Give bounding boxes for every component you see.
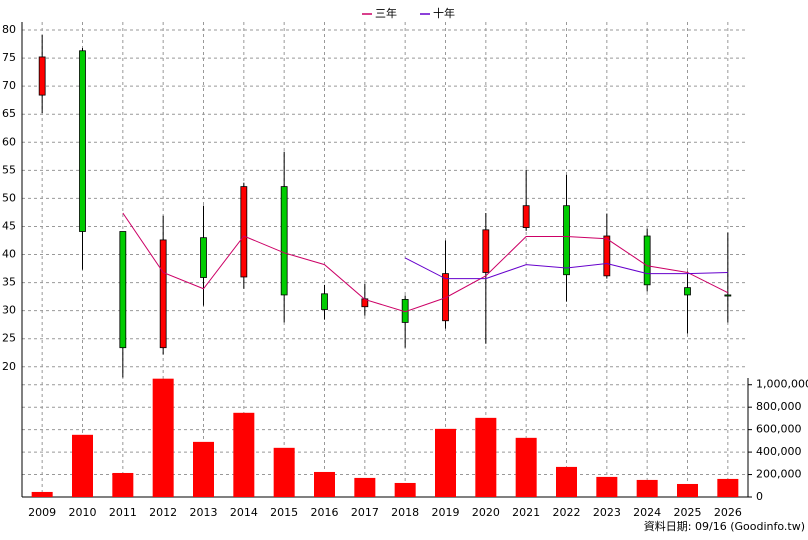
x-tick-label: 2009	[28, 506, 56, 519]
y2-tick-label: 0	[756, 490, 763, 503]
y-tick-label: 35	[2, 276, 16, 289]
volume-bar	[515, 437, 537, 497]
volume-bar	[112, 472, 134, 497]
candle-body	[563, 205, 570, 276]
volume-bar	[152, 378, 174, 497]
candle-body	[119, 231, 127, 349]
x-tick-label: 2010	[69, 506, 97, 519]
x-tick-label: 2024	[633, 506, 661, 519]
x-tick-label: 2016	[311, 506, 339, 519]
x-tick-label: 2013	[190, 506, 218, 519]
candle-body	[522, 205, 530, 228]
ma-line	[404, 257, 728, 280]
x-tick-label: 2017	[351, 506, 379, 519]
volume-bar	[31, 491, 53, 497]
volume-bar	[475, 417, 497, 497]
y2-tick-label: 600,000	[756, 423, 802, 436]
x-tick-label: 2026	[714, 506, 742, 519]
volume-bar	[636, 479, 658, 497]
y-tick-label: 65	[2, 107, 16, 120]
y-tick-label: 80	[2, 23, 16, 36]
y-tick-label: 20	[2, 360, 16, 373]
y-tick-label: 40	[2, 248, 16, 261]
volume-bar	[717, 478, 739, 497]
x-tick-label: 2025	[674, 506, 702, 519]
x-tick-label: 2021	[512, 506, 540, 519]
y-tick-label: 75	[2, 51, 16, 64]
x-tick-label: 2022	[553, 506, 581, 519]
y-tick-label: 55	[2, 163, 16, 176]
candle-body	[200, 237, 207, 278]
volume-bar	[677, 483, 698, 497]
x-tick-label: 2015	[270, 506, 298, 519]
volume-bar	[435, 428, 456, 497]
x-tick-label: 2011	[109, 506, 137, 519]
candle-body	[38, 56, 46, 96]
volume-bar	[233, 412, 255, 497]
y-tick-label: 70	[2, 79, 16, 92]
candle-body	[724, 294, 732, 297]
x-tick-label: 2020	[472, 506, 500, 519]
candle-body	[159, 239, 167, 349]
y2-tick-label: 400,000	[756, 445, 802, 458]
footnote: 資料日期: 09/16 (Goodinfo.tw)	[644, 519, 805, 533]
volume-bar	[556, 466, 577, 497]
x-tick-label: 2014	[230, 506, 258, 519]
volume-bar	[354, 477, 376, 497]
volume-bar	[72, 434, 93, 497]
y-tick-label: 45	[2, 219, 16, 232]
x-tick-label: 2018	[391, 506, 419, 519]
volume-bar	[193, 441, 214, 497]
x-tick-label: 2012	[149, 506, 177, 519]
candle-body	[280, 186, 288, 296]
ma-line	[122, 212, 729, 313]
x-tick-label: 2023	[593, 506, 621, 519]
y2-tick-label: 1,000,000	[756, 378, 808, 391]
volume-bar	[314, 471, 335, 497]
y2-tick-label: 800,000	[756, 400, 802, 413]
candle-body	[603, 235, 611, 277]
candle-body	[240, 186, 248, 278]
volume-bar	[596, 476, 618, 497]
candle-body	[684, 287, 691, 296]
legend-label: 三年	[375, 6, 397, 20]
volume-bar	[394, 482, 416, 497]
y-tick-label: 60	[2, 135, 16, 148]
candle-body	[79, 50, 86, 232]
candle-body	[482, 229, 490, 273]
legend-label: 十年	[433, 6, 455, 20]
y-tick-label: 50	[2, 191, 16, 204]
candle-body	[643, 235, 651, 286]
candle-body	[321, 293, 328, 310]
y-tick-label: 30	[2, 304, 16, 317]
y-tick-label: 25	[2, 332, 16, 345]
volume-bar	[273, 447, 295, 497]
y2-tick-label: 200,000	[756, 468, 802, 481]
x-tick-label: 2019	[432, 506, 460, 519]
